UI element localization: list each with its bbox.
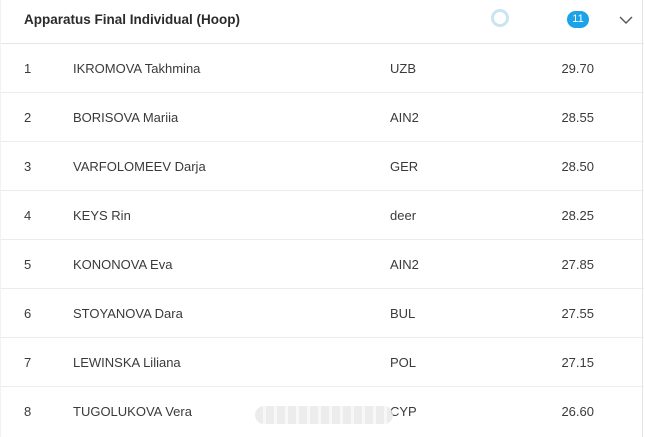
athlete-name: TUGOLUKOVA Vera (73, 404, 192, 419)
rank-cell: 3 (24, 159, 32, 174)
rank-cell: 4 (24, 208, 32, 223)
table-row[interactable]: 5 KONONOVA Eva AIN2 27.85 (1, 240, 644, 289)
athlete-name: STOYANOVA Dara (73, 306, 183, 321)
table-row[interactable]: 8 TUGOLUKOVA Vera CYP 26.60 (1, 387, 644, 436)
nation-code: CYP (390, 404, 417, 419)
athlete-name: LEWINSKA Liliana (73, 355, 181, 370)
score-cell: 28.25 (561, 208, 594, 223)
score-cell: 28.50 (561, 159, 594, 174)
athlete-name: KEYS Rin (73, 208, 131, 223)
nation-code: POL (390, 355, 417, 370)
rank-cell: 2 (24, 110, 32, 125)
athlete-name: VARFOLOMEEV Darja (73, 159, 206, 174)
rank-cell: 1 (24, 61, 32, 76)
score-cell: 27.15 (561, 355, 594, 370)
athlete-name: KONONOVA Eva (73, 257, 173, 272)
table-row[interactable]: 7 LEWINSKA Liliana POL 27.15 (1, 338, 644, 387)
count-badge: 11 (567, 11, 589, 28)
event-title: Apparatus Final Individual (Hoop) (24, 12, 240, 27)
results-list: 1 IKROMOVA Takhmina UZB 29.70 2 BORISOVA… (1, 44, 644, 436)
rank-cell: 6 (24, 306, 32, 321)
table-row[interactable]: 6 STOYANOVA Dara BUL 27.55 (1, 289, 644, 338)
loading-ring-icon (491, 9, 509, 27)
nation-code: AIN2 (390, 110, 419, 125)
rank-cell: 7 (24, 355, 32, 370)
chevron-down-icon[interactable] (618, 13, 634, 25)
score-cell: 27.55 (561, 306, 594, 321)
nation-code: BUL (390, 306, 416, 321)
athlete-name: IKROMOVA Takhmina (73, 61, 201, 76)
nation-code: AIN2 (390, 257, 419, 272)
nation-code: deer (390, 208, 417, 223)
horizontal-scrollbar[interactable] (255, 406, 393, 424)
score-cell: 26.60 (561, 404, 594, 419)
nation-code: UZB (390, 61, 416, 76)
score-cell: 28.55 (561, 110, 594, 125)
table-row[interactable]: 1 IKROMOVA Takhmina UZB 29.70 (1, 44, 644, 93)
rank-cell: 8 (24, 404, 32, 419)
table-row[interactable]: 4 KEYS Rin deer 28.25 (1, 191, 644, 240)
panel-header[interactable]: Apparatus Final Individual (Hoop) 11 (1, 0, 644, 44)
rank-cell: 5 (24, 257, 32, 272)
score-cell: 27.85 (561, 257, 594, 272)
athlete-name: BORISOVA Mariia (73, 110, 179, 125)
table-row[interactable]: 2 BORISOVA Mariia AIN2 28.55 (1, 93, 644, 142)
nation-code: GER (390, 159, 419, 174)
table-row[interactable]: 3 VARFOLOMEEV Darja GER 28.50 (1, 142, 644, 191)
score-cell: 29.70 (561, 61, 594, 76)
